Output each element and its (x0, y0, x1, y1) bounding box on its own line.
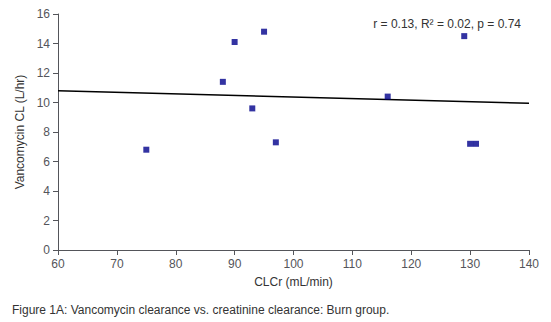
svg-text:100: 100 (283, 257, 303, 271)
svg-text:12: 12 (37, 66, 51, 80)
svg-text:140: 140 (519, 257, 539, 271)
svg-text:130: 130 (460, 257, 480, 271)
svg-text:8: 8 (43, 125, 50, 139)
svg-text:6: 6 (43, 155, 50, 169)
svg-text:90: 90 (228, 257, 242, 271)
svg-text:0: 0 (43, 243, 50, 257)
svg-text:2: 2 (43, 214, 50, 228)
svg-text:Figure 1A: Vancomycin clearanc: Figure 1A: Vancomycin clearance vs. crea… (12, 303, 389, 317)
svg-text:4: 4 (43, 184, 50, 198)
svg-text:10: 10 (37, 96, 51, 110)
svg-text:Vancomycin CL (L/hr): Vancomycin CL (L/hr) (13, 75, 27, 190)
svg-text:16: 16 (37, 7, 51, 21)
svg-text:110: 110 (343, 257, 362, 271)
svg-text:CLCr (mL/min): CLCr (mL/min) (254, 275, 333, 289)
svg-text:60: 60 (51, 257, 65, 271)
svg-text:70: 70 (110, 257, 124, 271)
svg-text:120: 120 (401, 257, 421, 271)
svg-text:r = 0.13, R² = 0.02, p = 0.74: r = 0.13, R² = 0.02, p = 0.74 (373, 17, 521, 31)
svg-text:80: 80 (169, 257, 183, 271)
svg-text:14: 14 (37, 37, 51, 51)
